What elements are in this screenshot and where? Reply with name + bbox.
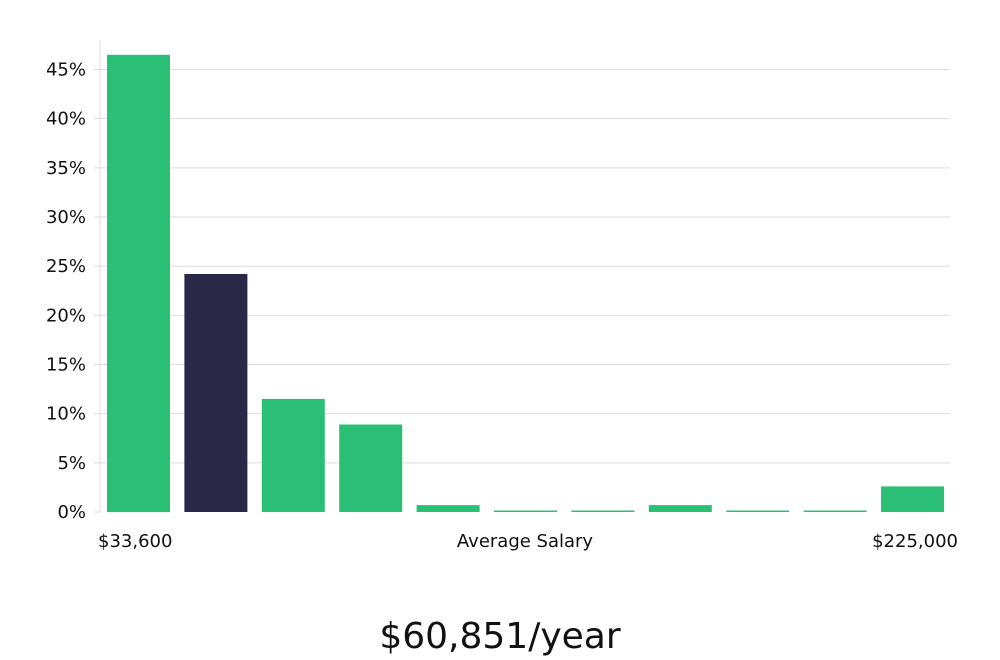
bar <box>648 505 712 512</box>
bar <box>726 510 790 512</box>
y-tick-labels: 0% 5% 10% 15% 20% 25% 30% 35% 40% 45% <box>46 60 100 523</box>
bar <box>571 510 635 512</box>
x-max-label: $225,000 <box>872 531 958 552</box>
y-tick-label: 30% <box>46 207 86 228</box>
y-tick-label: 10% <box>46 404 86 425</box>
y-tick-label: 5% <box>57 453 86 474</box>
bar-highlighted <box>184 274 248 512</box>
bars <box>107 54 944 513</box>
y-tick-label: 25% <box>46 256 86 277</box>
bar <box>803 510 867 512</box>
y-tick-label: 45% <box>46 60 86 81</box>
bar <box>261 398 325 512</box>
y-tick-label: 35% <box>46 158 86 179</box>
bar <box>494 510 557 512</box>
y-tick-label: 20% <box>46 305 86 326</box>
bar <box>107 54 170 513</box>
bar <box>339 424 403 512</box>
y-tick-label: 40% <box>46 109 86 130</box>
average-salary-value: $60,851/year <box>379 616 621 657</box>
bar <box>881 486 944 512</box>
y-tick-label: 0% <box>57 502 86 523</box>
y-tick-label: 15% <box>46 355 86 376</box>
x-axis-title: Average Salary <box>457 531 594 552</box>
x-min-label: $33,600 <box>98 531 172 552</box>
bar <box>416 505 480 512</box>
